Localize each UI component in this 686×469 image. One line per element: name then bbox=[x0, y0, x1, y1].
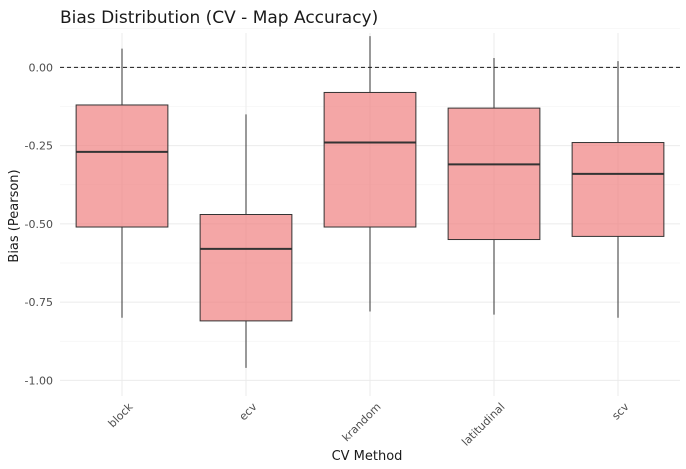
y-tick-label: -0.75 bbox=[25, 296, 53, 309]
box-krandom bbox=[323, 91, 417, 228]
chart-title: Bias Distribution (CV - Map Accuracy) bbox=[60, 8, 378, 28]
y-tick-label: -1.00 bbox=[25, 374, 53, 387]
y-tick-label: -0.50 bbox=[25, 218, 53, 231]
y-tick-label: 0.00 bbox=[29, 61, 54, 74]
plot-area: 0.00 -0.25 -0.50 -0.75 -1.00 block ecv krandom l… bbox=[25, 27, 680, 449]
y-axis-title: Bias (Pearson) bbox=[7, 169, 22, 262]
x-tick-label: latitudinal bbox=[459, 400, 507, 448]
box-scv bbox=[571, 142, 665, 237]
box-latitudinal bbox=[447, 107, 541, 241]
x-tick-label: block bbox=[106, 400, 136, 430]
box-block bbox=[75, 104, 169, 228]
x-axis-title: CV Method bbox=[332, 449, 403, 464]
box-ecv bbox=[199, 214, 293, 322]
x-tick-label: krandom bbox=[340, 400, 384, 444]
x-tick-label: ecv bbox=[237, 400, 260, 423]
y-tick-label: -0.25 bbox=[25, 140, 53, 153]
x-tick-label: scv bbox=[609, 400, 631, 422]
